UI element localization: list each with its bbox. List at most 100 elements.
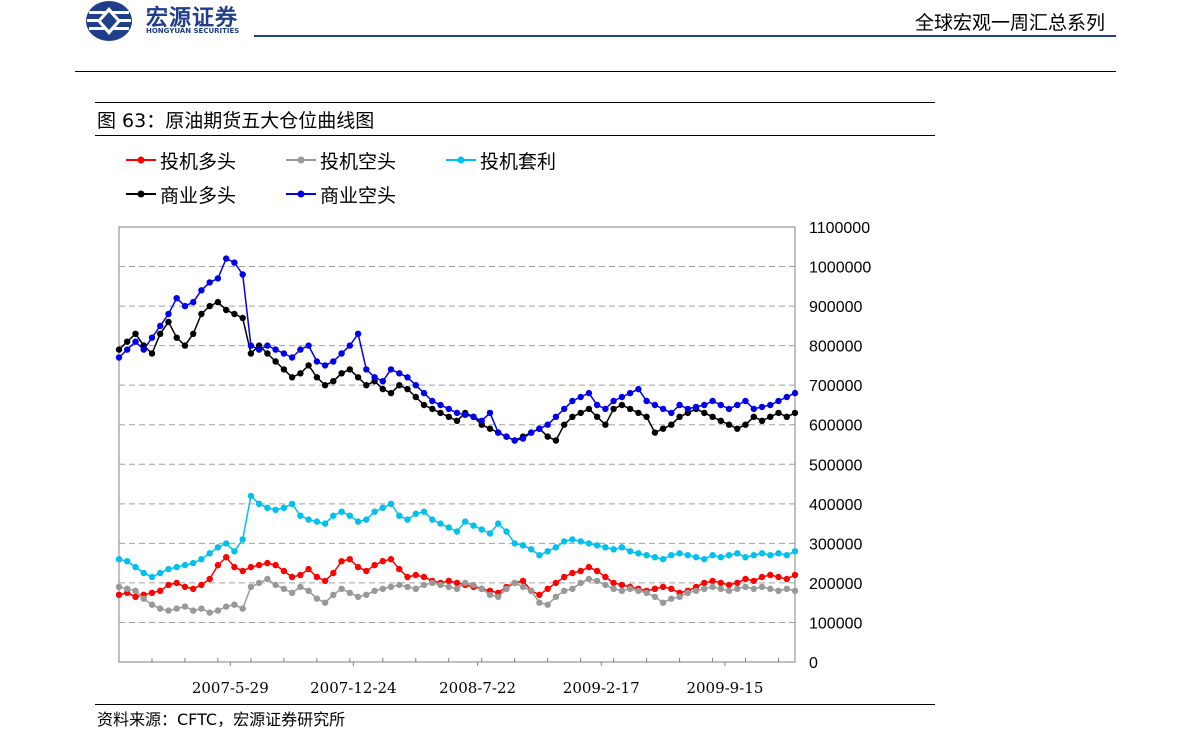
data-point <box>453 528 461 535</box>
data-point <box>321 520 329 527</box>
data-point <box>429 516 436 523</box>
data-point <box>577 393 584 401</box>
data-point <box>148 573 156 581</box>
data-point <box>190 330 197 337</box>
series-2 <box>115 492 799 581</box>
data-point <box>132 587 139 594</box>
data-point <box>420 581 428 589</box>
data-point <box>775 573 782 581</box>
data-point <box>305 342 312 349</box>
data-point <box>561 587 568 594</box>
data-point <box>124 558 131 565</box>
data-point <box>115 583 123 591</box>
data-point <box>157 605 164 612</box>
data-point <box>701 409 708 417</box>
data-point <box>264 342 271 349</box>
data-point <box>486 409 494 417</box>
data-point <box>783 413 790 420</box>
data-point <box>684 589 691 596</box>
data-point <box>758 550 766 557</box>
y-tick-label: 300000 <box>809 536 862 553</box>
data-point <box>165 318 172 326</box>
data-point <box>511 540 518 547</box>
data-point <box>783 393 790 401</box>
data-point <box>140 595 147 602</box>
data-point <box>561 538 568 545</box>
data-point <box>396 512 403 519</box>
data-point <box>206 575 213 583</box>
series-0 <box>115 554 799 600</box>
data-point <box>486 530 494 537</box>
data-point <box>148 350 156 357</box>
data-point <box>124 585 131 592</box>
data-point <box>255 579 263 587</box>
data-point <box>519 435 527 442</box>
hongyuan-logo-icon <box>86 1 132 41</box>
legend-marker-spec-spread <box>446 156 476 164</box>
series-4 <box>115 255 799 444</box>
data-point <box>717 401 724 409</box>
data-point <box>379 385 386 393</box>
data-point <box>676 413 683 420</box>
data-point <box>725 421 733 428</box>
data-point <box>585 405 593 413</box>
data-point <box>354 374 362 381</box>
legend-label-spec-short: 投机空头 <box>320 150 397 173</box>
data-point <box>206 550 213 557</box>
figure-top-rule <box>95 102 935 103</box>
data-point <box>725 581 733 589</box>
data-point <box>478 585 485 592</box>
data-point <box>561 405 568 413</box>
data-point <box>618 393 626 401</box>
data-point <box>478 417 485 424</box>
data-point <box>231 548 238 555</box>
data-point <box>742 554 749 561</box>
data-point <box>528 429 535 436</box>
data-point <box>701 585 708 592</box>
x-tick-label: 2008-7-22 <box>439 679 516 697</box>
data-point <box>626 585 634 592</box>
data-point <box>569 585 576 592</box>
data-point <box>767 571 774 579</box>
data-point <box>462 518 469 525</box>
data-point <box>701 556 708 563</box>
data-point <box>725 405 733 413</box>
data-point <box>223 554 230 561</box>
data-point <box>239 567 246 575</box>
data-point <box>412 585 419 592</box>
y-tick-label: 1000000 <box>809 260 871 277</box>
data-point <box>354 563 362 571</box>
data-point <box>321 599 329 606</box>
data-point <box>552 593 560 600</box>
data-point <box>692 587 700 594</box>
data-point <box>618 401 626 409</box>
legend-label-spec-long: 投机多头 <box>160 150 237 173</box>
data-point <box>288 500 296 507</box>
data-point <box>387 389 395 397</box>
data-point <box>544 433 551 440</box>
data-point <box>264 559 271 567</box>
data-point <box>363 382 370 389</box>
data-point <box>734 401 741 409</box>
data-point <box>214 275 222 282</box>
x-tick-label: 2007-5-29 <box>192 679 269 697</box>
data-point <box>420 573 428 581</box>
y-tick-label: 400000 <box>809 497 862 514</box>
data-point <box>214 607 222 614</box>
data-point <box>330 378 337 385</box>
data-point <box>280 350 288 357</box>
header-rule-blue <box>254 35 1116 37</box>
data-point <box>585 389 593 397</box>
legend-marker-comm-short <box>286 190 316 198</box>
data-point <box>577 579 584 587</box>
data-point <box>231 259 238 266</box>
data-point <box>231 601 238 608</box>
data-point <box>791 587 799 594</box>
data-point <box>420 401 428 409</box>
data-point <box>511 437 518 444</box>
header-rule <box>75 71 1116 72</box>
data-point <box>173 563 180 571</box>
data-point <box>264 575 271 583</box>
data-point <box>437 520 444 527</box>
